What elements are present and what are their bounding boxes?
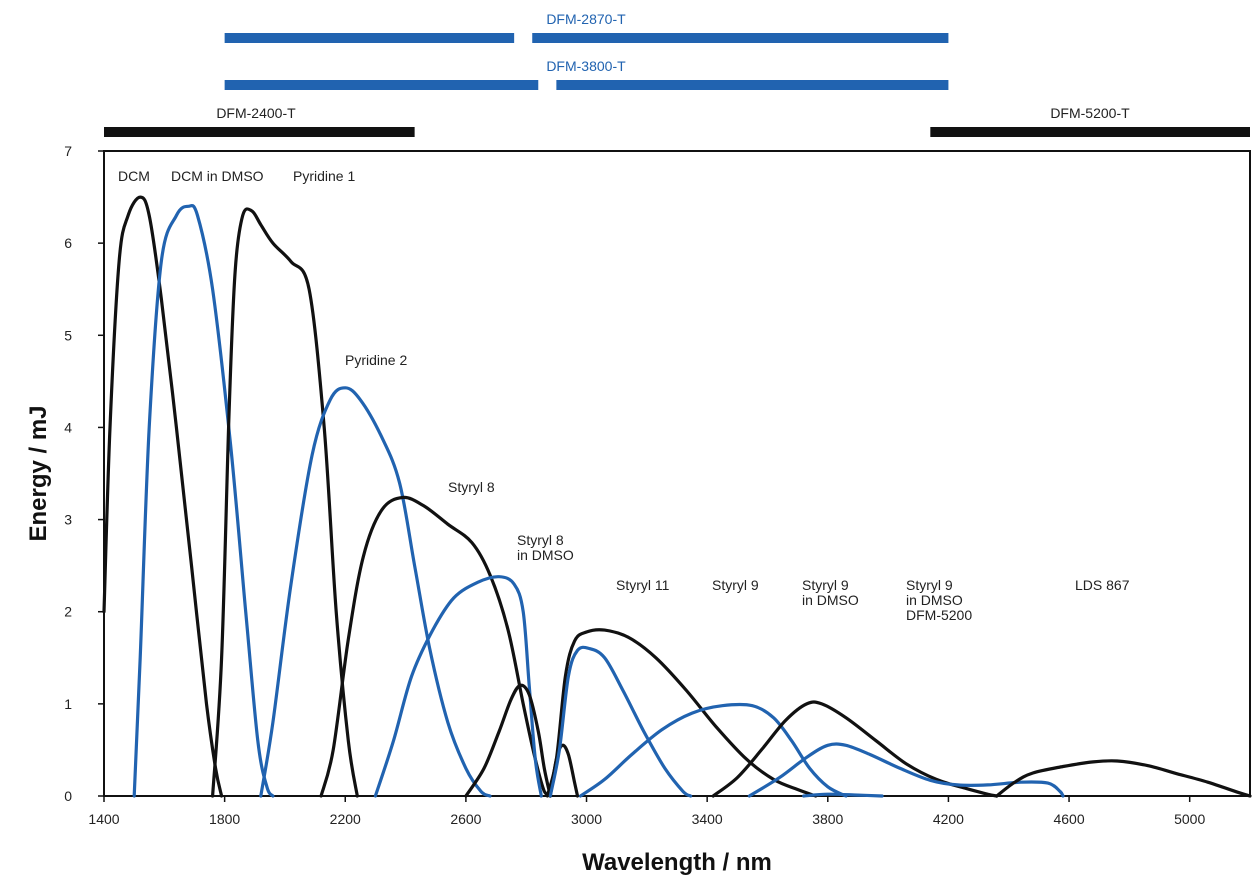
curves — [102, 195, 1252, 798]
curve-label-3-0: Pyridine 2 — [345, 352, 407, 368]
y-tick-label-5: 5 — [64, 327, 72, 343]
x-tick-label-2600: 2600 — [450, 811, 481, 827]
curve-label-5-1: in DMSO — [517, 547, 574, 563]
curve-label-9-2: DFM-5200 — [906, 607, 972, 623]
y-tick-label-0: 0 — [64, 788, 72, 804]
y-tick-label-2: 2 — [64, 604, 72, 620]
range-label-2: DFM-2400-T — [216, 105, 296, 121]
series-line-12 — [747, 742, 1065, 798]
curve-label-10-0: LDS 867 — [1075, 577, 1130, 593]
plot-frame — [103, 150, 1251, 797]
x-tick-label-3000: 3000 — [571, 811, 602, 827]
curve-label-8-1: in DMSO — [802, 592, 859, 608]
y-axis-title: Energy / mJ — [25, 405, 52, 541]
y-tick-label-1: 1 — [64, 696, 72, 712]
curve-label-9-0: Styryl 9 — [906, 577, 953, 593]
curve-label-9-1: in DMSO — [906, 592, 963, 608]
x-tick-label-3400: 3400 — [692, 811, 723, 827]
axis-ticks: 1400 1800 2200 2600 3000 3400 3800 4200 4600 5000… — [64, 143, 1205, 827]
y-tick-label-4: 4 — [64, 419, 72, 435]
series-line-11 — [711, 700, 999, 798]
series-line-6 — [464, 683, 552, 798]
x-tick-label-5000: 5000 — [1174, 811, 1205, 827]
curve-label-2-0: Pyridine 1 — [293, 168, 355, 184]
x-axis-title: Wavelength / nm — [582, 849, 772, 876]
y-tick-label-6: 6 — [64, 235, 72, 251]
curve-label-5-0: Styryl 8 — [517, 532, 564, 548]
series-line-10 — [578, 702, 848, 798]
curve-label-1-0: DCM in DMSO — [171, 168, 264, 184]
series-line-0 — [102, 195, 224, 798]
series-line-9 — [548, 645, 693, 798]
range-label-3: DFM-5200-T — [1050, 105, 1130, 121]
series-line-14 — [802, 792, 884, 798]
series-line-1 — [132, 203, 275, 798]
series-line-4 — [319, 495, 552, 798]
x-tick-label-1800: 1800 — [209, 811, 240, 827]
curve-label-6-0: Styryl 11 — [616, 577, 670, 593]
curve-label-0-0: DCM — [118, 168, 150, 184]
dfm-ranges: DFM-2870-T DFM-3800-T DFM-2400-T DFM-5200-T — [104, 11, 1250, 137]
x-tick-label-1400: 1400 — [88, 811, 119, 827]
range-label-1: DFM-3800-T — [546, 58, 626, 74]
x-tick-label-4200: 4200 — [933, 811, 964, 827]
series-line-13 — [995, 759, 1252, 798]
x-tick-label-3800: 3800 — [812, 811, 843, 827]
series-line-8 — [545, 628, 818, 798]
curve-label-7-0: Styryl 9 — [712, 577, 759, 593]
x-tick-label-4600: 4600 — [1053, 811, 1084, 827]
curve-label-8-0: Styryl 9 — [802, 577, 849, 593]
series-line-3 — [259, 386, 492, 798]
curve-label-4-0: Styryl 8 — [448, 479, 495, 495]
x-tick-label-2200: 2200 — [330, 811, 361, 827]
curve-labels: DCM DCM in DMSO Pyridine 1 Pyridine 2 Styryl… — [118, 168, 1130, 623]
range-label-0: DFM-2870-T — [546, 11, 626, 27]
y-tick-label-3: 3 — [64, 512, 72, 528]
y-tick-label-7: 7 — [64, 143, 72, 159]
series-line-2 — [211, 207, 359, 798]
